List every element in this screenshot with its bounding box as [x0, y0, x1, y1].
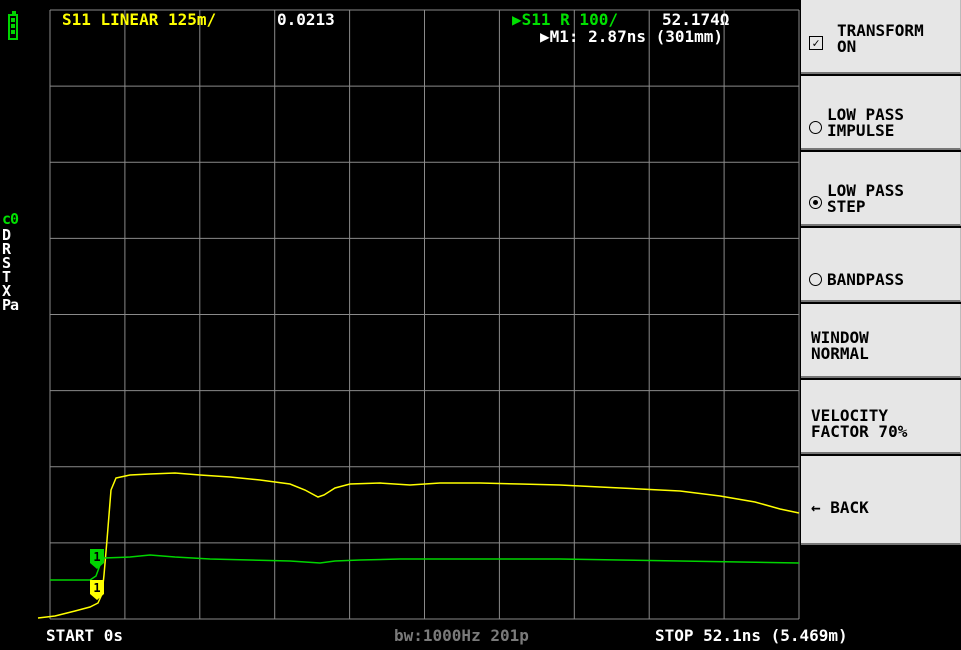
window-normal-label: WINDOW NORMAL: [811, 328, 869, 363]
cal-flag-t: T: [2, 268, 11, 286]
marker-1-yellow[interactable]: 1: [90, 580, 104, 600]
back-label: ← BACK: [811, 498, 869, 517]
low-pass-impulse-label: LOW PASS IMPULSE: [827, 105, 905, 140]
calibration-flags: D R S T X Pa: [2, 226, 19, 314]
calibration-slot-label: c0: [2, 210, 19, 228]
radio-unselected-icon: [809, 273, 822, 286]
trace2-format-label[interactable]: ▶S11 R 100/: [512, 10, 618, 29]
cal-flag-r: R: [2, 240, 11, 258]
sweep-stop: STOP 52.1ns (5.469m): [655, 626, 848, 645]
bandwidth-points: bw:1000Hz 201p: [394, 626, 529, 645]
radio-unselected-icon: [809, 121, 822, 134]
checkbox-checked-icon: ✓: [809, 36, 823, 50]
low-pass-impulse-button[interactable]: LOW PASS IMPULSE: [801, 76, 961, 150]
trace1-value: 0.0213: [277, 10, 335, 29]
radio-selected-icon: [809, 196, 822, 209]
marker-readout: ▶M1: 2.87ns (301mm): [540, 27, 724, 46]
trace2-value: 52.174Ω: [662, 10, 730, 29]
sweep-start: START 0s: [46, 626, 124, 645]
trace-s11-linear: [37, 472, 800, 619]
cal-flag-x: X: [2, 282, 11, 300]
marker-1-green-label: 1: [93, 550, 100, 564]
transform-menu: ✓ TRANSFORM ON LOW PASS IMPULSE LOW PASS…: [801, 0, 961, 545]
window-normal-button[interactable]: WINDOW NORMAL: [801, 304, 961, 378]
cal-flag-s: S: [2, 254, 11, 272]
back-button[interactable]: ← BACK: [801, 456, 961, 545]
low-pass-step-label: LOW PASS STEP: [827, 181, 905, 216]
transform-on-label: TRANSFORM ON: [837, 21, 924, 56]
cal-flag-d: D: [2, 226, 11, 244]
bandpass-label: BANDPASS: [827, 270, 905, 289]
grid: [49, 9, 800, 620]
velocity-factor-label: VELOCITY FACTOR 70%: [811, 406, 908, 441]
velocity-factor-button[interactable]: VELOCITY FACTOR 70%: [801, 380, 961, 454]
plot-area[interactable]: 1 1: [0, 0, 800, 622]
marker-1-yellow-label: 1: [93, 581, 100, 595]
marker-1-green[interactable]: 1: [90, 549, 104, 569]
battery-icon: [8, 11, 18, 40]
bandpass-button[interactable]: BANDPASS: [801, 228, 961, 302]
low-pass-step-button[interactable]: LOW PASS STEP: [801, 152, 961, 226]
transform-on-button[interactable]: ✓ TRANSFORM ON: [801, 0, 961, 74]
trace1-format-label[interactable]: S11 LINEAR 125m/: [62, 10, 217, 29]
cal-flag-pa: Pa: [2, 296, 19, 314]
